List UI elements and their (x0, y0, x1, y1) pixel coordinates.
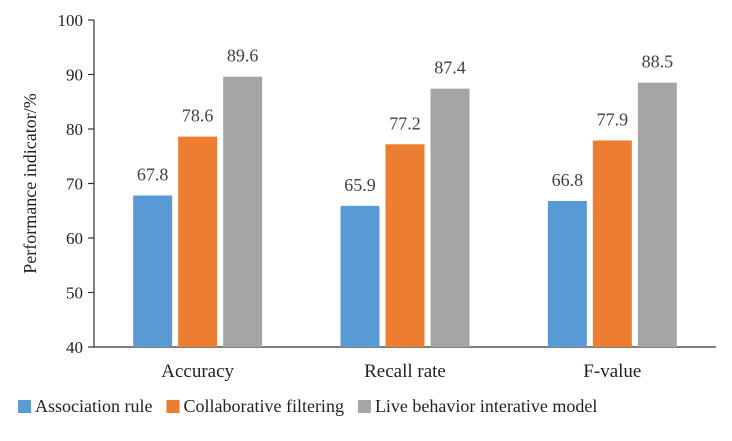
legend-label: Collaborative filtering (183, 396, 343, 416)
bar-live-behavior-interative-model-recall-rate (430, 88, 470, 348)
y-tick-label: 60 (66, 229, 83, 248)
data-label: 89.6 (227, 46, 259, 66)
bar-live-behavior-interative-model-accuracy (223, 76, 263, 348)
legend-label: Live behavior interative model (375, 396, 597, 416)
data-label: 66.8 (552, 170, 584, 190)
x-category-label: Recall rate (364, 361, 446, 382)
y-tick-label: 40 (66, 338, 83, 357)
data-label: 78.6 (182, 106, 214, 126)
data-label: 67.8 (137, 164, 169, 184)
data-label: 77.9 (597, 109, 629, 129)
legend-swatch (357, 400, 371, 413)
y-tick-label: 100 (58, 11, 84, 30)
bar-association-rule-f-value (547, 200, 587, 347)
data-labels-layer: 67.8 78.6 89.6 65.9 77.2 87.4 66.8 77.9 88.5 (137, 46, 673, 195)
data-label: 65.9 (344, 175, 376, 195)
y-tick-label: 80 (66, 120, 83, 139)
x-category-label: Accuracy (161, 361, 234, 382)
bar-collaborative-filtering-accuracy (178, 136, 218, 347)
bar-collaborative-filtering-f-value (592, 140, 632, 347)
axes-layer: 40 50 60 70 80 90 100 Accuracy Recall rate F-valu… (58, 11, 716, 382)
bar-association-rule-accuracy (133, 195, 173, 347)
data-label: 88.5 (642, 52, 674, 72)
legend-swatch (18, 400, 31, 413)
data-label: 77.2 (389, 113, 421, 133)
y-tick-label: 50 (66, 284, 83, 303)
legend: Association rule Collaborative filtering L… (18, 396, 597, 416)
bars-layer (133, 76, 677, 348)
y-axis-title: Performance indicator/% (20, 93, 40, 273)
bar-collaborative-filtering-recall-rate (385, 144, 425, 347)
legend-label: Association rule (35, 396, 152, 416)
data-label: 87.4 (434, 58, 466, 78)
bar-live-behavior-interative-model-f-value (637, 82, 677, 348)
legend-swatch (166, 400, 180, 413)
y-tick-label: 90 (66, 66, 83, 85)
y-tick-label: 70 (66, 175, 83, 194)
x-category-label: F-value (583, 361, 641, 382)
bar-association-rule-recall-rate (340, 205, 380, 347)
